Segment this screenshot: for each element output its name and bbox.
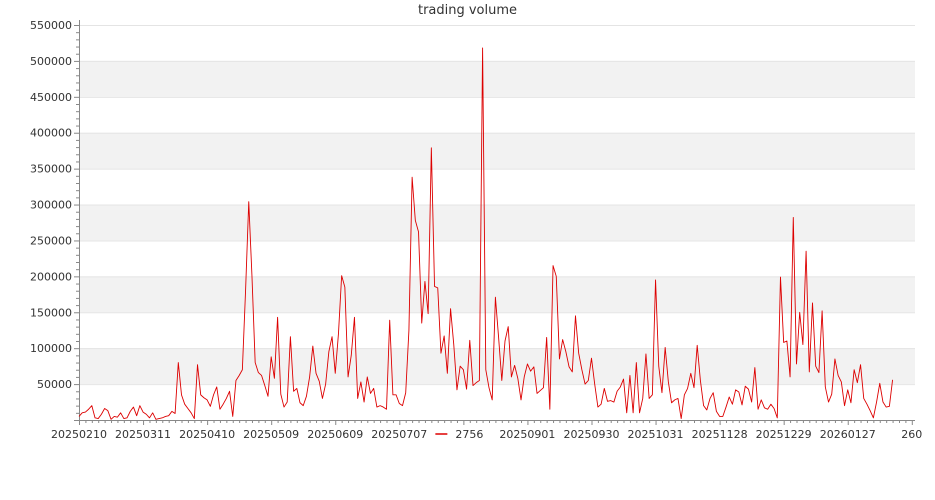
y-axis-ticks: 50000 100000 150000 200000 250000 300000 35000… xyxy=(30,19,79,421)
y-tick-label: 350000 xyxy=(30,163,72,176)
gridlines xyxy=(79,25,915,386)
x-tick-label: 20250410 xyxy=(179,428,235,441)
x-tick-label: 20250930 xyxy=(563,428,619,441)
series-line xyxy=(78,47,894,420)
y-tick-label: 50000 xyxy=(37,378,72,391)
y-tick-label: 150000 xyxy=(30,306,72,319)
x-tick-label: 20250509 xyxy=(243,428,299,441)
grid-band xyxy=(79,348,915,385)
grid-band xyxy=(79,204,915,241)
x-tick-label: 20251229 xyxy=(756,428,812,441)
grid-band xyxy=(79,132,915,169)
x-tick-label: 20251128 xyxy=(692,428,748,441)
axes xyxy=(79,20,915,421)
y-tick-label: 500000 xyxy=(30,55,72,68)
x-tick-label: 20250901 xyxy=(499,428,555,441)
x-axis-ticks: 20250210 20250311 20250410 20250509 20250609… xyxy=(51,420,922,441)
y-tick-label: 250000 xyxy=(30,234,72,247)
y-tick-label: 200000 xyxy=(30,270,72,283)
x-tick-label: 20260127 xyxy=(820,428,876,441)
x-tick-label: 20250210 xyxy=(51,428,107,441)
y-tick-label: 400000 xyxy=(30,127,72,140)
x-tick-label: 260 xyxy=(901,428,922,441)
grid-bands xyxy=(79,60,915,385)
grid-band xyxy=(79,60,915,97)
legend-label: 2756 xyxy=(455,428,483,441)
series-layer xyxy=(78,47,894,420)
chart-title: trading volume xyxy=(417,3,518,18)
x-tick-label: 20251031 xyxy=(628,428,684,441)
x-tick-label: 20250707 xyxy=(371,428,427,441)
x-tick-label: 20250311 xyxy=(115,428,171,441)
y-tick-label: 300000 xyxy=(30,199,72,212)
x-tick-label: 20250609 xyxy=(307,428,363,441)
y-tick-label: 100000 xyxy=(30,342,72,355)
y-tick-label: 550000 xyxy=(30,19,72,32)
legend: 2756 xyxy=(431,426,498,442)
legend-background xyxy=(431,426,498,442)
y-tick-label: 450000 xyxy=(30,91,72,104)
grid-band xyxy=(79,276,915,313)
